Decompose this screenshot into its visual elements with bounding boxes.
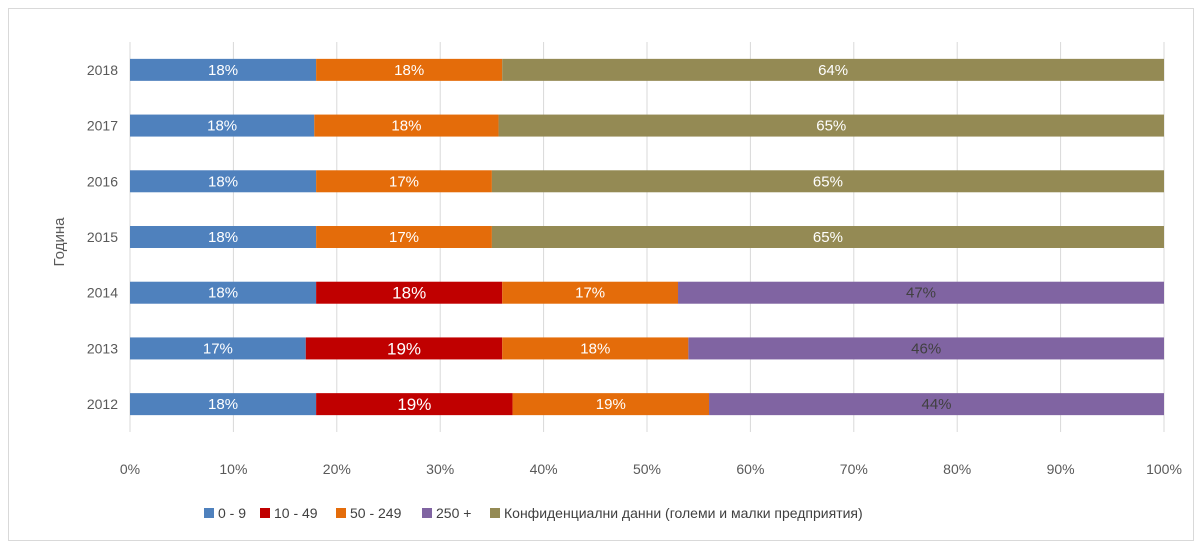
bar-segment [316, 226, 492, 248]
bar-segment [130, 226, 317, 248]
category-label: 2016 [87, 173, 118, 189]
legend-label: 0 - 9 [218, 505, 246, 521]
bar-segment [130, 393, 317, 416]
bar-segment [130, 114, 315, 137]
y-axis-categories: 2018 2017 2016 2015 2014 2013 2012 [87, 62, 118, 412]
data-label: 19% [387, 339, 421, 358]
x-tick-label: 100% [1146, 461, 1182, 477]
category-label: 2012 [87, 396, 118, 412]
data-label: 17% [389, 173, 419, 190]
data-label: 47% [906, 285, 936, 302]
x-tick-label: 60% [736, 461, 764, 477]
data-label: 18% [394, 62, 424, 79]
data-label: 17% [575, 285, 605, 302]
bar-segment [498, 114, 1164, 137]
x-axis-ticks: 0% 10% 20% 30% 40% 50% 60% 70% 80% 90% 100% [120, 461, 1182, 477]
legend-swatch [490, 508, 500, 518]
data-label: 17% [389, 229, 419, 246]
data-label: 17% [203, 340, 233, 357]
data-label: 18% [580, 340, 610, 357]
legend-label: 10 - 49 [274, 505, 318, 521]
legend-swatch [336, 508, 346, 518]
legend-label: 250 + [436, 505, 471, 521]
data-label: 65% [813, 229, 843, 246]
bar-segment [678, 281, 1164, 304]
legend-swatch [204, 508, 214, 518]
bar-segment [130, 337, 306, 360]
legend-swatch [422, 508, 432, 518]
x-tick-label: 0% [120, 461, 140, 477]
data-label: 18% [208, 229, 238, 246]
category-label: 2013 [87, 340, 118, 356]
bar-segment [305, 337, 503, 360]
y-axis-label: Година [51, 217, 68, 267]
data-label: 18% [391, 118, 421, 135]
x-tick-label: 80% [943, 461, 971, 477]
data-label: 18% [208, 396, 238, 413]
bar-segment [130, 170, 317, 193]
category-label: 2018 [87, 62, 118, 78]
bar-segment [688, 337, 1164, 360]
bar-segment [491, 170, 1164, 193]
category-label: 2015 [87, 229, 118, 245]
data-label: 18% [207, 118, 237, 135]
bar-segment [314, 114, 499, 137]
data-label: 18% [208, 62, 238, 79]
data-label: 18% [208, 285, 238, 302]
bar-segment [502, 58, 1164, 81]
data-label: 65% [816, 118, 846, 135]
data-label: 19% [397, 395, 431, 414]
bar-segment [502, 281, 679, 304]
category-label: 2017 [87, 118, 118, 134]
legend-label: 50 - 249 [350, 505, 402, 521]
data-label: 18% [208, 173, 238, 190]
bar-segment [316, 170, 492, 193]
x-tick-label: 30% [426, 461, 454, 477]
x-tick-label: 40% [530, 461, 558, 477]
bar-segment [491, 226, 1164, 248]
x-tick-label: 20% [323, 461, 351, 477]
bar-segment [512, 393, 710, 416]
data-label: 19% [596, 396, 626, 413]
bar-segment [316, 281, 503, 304]
bar-segment [130, 58, 317, 81]
x-tick-label: 50% [633, 461, 661, 477]
bars: 18% 18% 64% 18% 18% 65% 18% 17% 65% 18% 17% 65% 18% 1… [130, 58, 1164, 416]
bar-segment [502, 337, 689, 360]
bar-segment [130, 281, 317, 304]
data-label: 44% [922, 396, 952, 413]
legend-swatch [260, 508, 270, 518]
category-label: 2014 [87, 285, 118, 301]
legend: 0 - 9 10 - 49 50 - 249 250 + Конфиденциални … [204, 505, 863, 521]
data-label: 18% [392, 284, 426, 303]
bar-segment [316, 58, 503, 81]
x-tick-label: 10% [219, 461, 247, 477]
data-label: 65% [813, 173, 843, 190]
x-tick-label: 70% [840, 461, 868, 477]
bar-segment [709, 393, 1164, 416]
data-label: 46% [911, 340, 941, 357]
bar-segment [316, 393, 513, 416]
x-tick-label: 90% [1047, 461, 1075, 477]
chart-frame [8, 8, 1194, 541]
data-label: 64% [818, 62, 848, 79]
legend-label: Конфиденциални данни (големи и малки пре… [504, 505, 863, 521]
